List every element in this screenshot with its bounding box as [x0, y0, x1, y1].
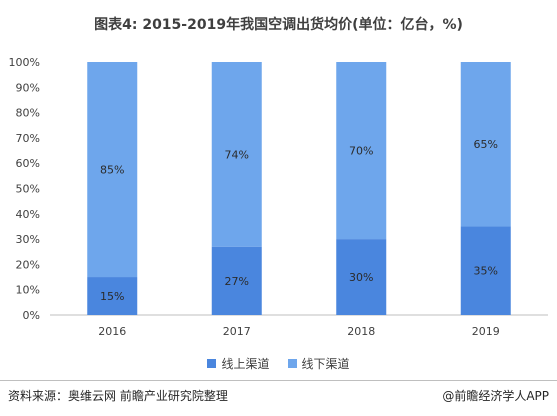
bar-online: [336, 239, 387, 315]
y-tick-label: 50%: [16, 183, 40, 196]
bar-online: [211, 246, 262, 315]
y-tick-label: 60%: [16, 157, 40, 170]
legend-item-online: 线上渠道: [207, 355, 270, 372]
y-tick-label: 90%: [16, 81, 40, 94]
x-tick-label: 2019: [472, 325, 500, 338]
brand-credit: @前瞻经济学人APP: [442, 389, 549, 403]
legend: 线上渠道 线下渠道: [0, 355, 557, 372]
source-note: 资料来源：奥维云网 前瞻产业研究院整理: [8, 389, 228, 403]
data-label: 35%: [474, 265, 498, 278]
data-label: 15%: [100, 290, 124, 303]
y-tick-label: 40%: [16, 208, 40, 221]
x-tick-label: 2017: [223, 325, 251, 338]
data-label: 74%: [225, 148, 249, 161]
stacked-bar-chart: 0% 10% 20% 30% 40% 50% 60% 70% 80% 90% 100% 15% 85% 2…: [9, 56, 548, 338]
bar-offline: [460, 62, 511, 227]
y-tick-label: 10%: [16, 284, 40, 297]
data-label: 85%: [100, 164, 124, 177]
data-label: 27%: [225, 275, 249, 288]
y-tick-label: 80%: [16, 107, 40, 120]
y-tick-label: 30%: [16, 233, 40, 246]
y-tick-label: 0%: [23, 309, 40, 322]
legend-swatch-offline: [287, 359, 297, 368]
legend-item-offline: 线下渠道: [287, 355, 350, 372]
legend-label-offline: 线下渠道: [301, 357, 350, 371]
bar-offline: [211, 62, 262, 247]
x-tick-label: 2018: [347, 325, 375, 338]
data-label: 65%: [474, 138, 498, 151]
y-tick-label: 100%: [9, 56, 40, 69]
legend-label-online: 线上渠道: [221, 357, 270, 371]
bar-offline: [87, 62, 138, 278]
data-label: 70%: [349, 145, 373, 158]
data-label: 30%: [349, 271, 373, 284]
y-tick-label: 70%: [16, 132, 40, 145]
footer-divider: [0, 380, 557, 381]
legend-swatch-online: [207, 359, 217, 368]
x-tick-label: 2016: [98, 325, 126, 338]
y-tick-label: 20%: [16, 258, 40, 271]
bar-online: [87, 277, 138, 315]
bar-online: [460, 226, 511, 315]
chart-title: 图表4: 2015-2019年我国空调出货均价(单位：亿台，%): [94, 17, 463, 33]
bar-offline: [336, 62, 387, 240]
